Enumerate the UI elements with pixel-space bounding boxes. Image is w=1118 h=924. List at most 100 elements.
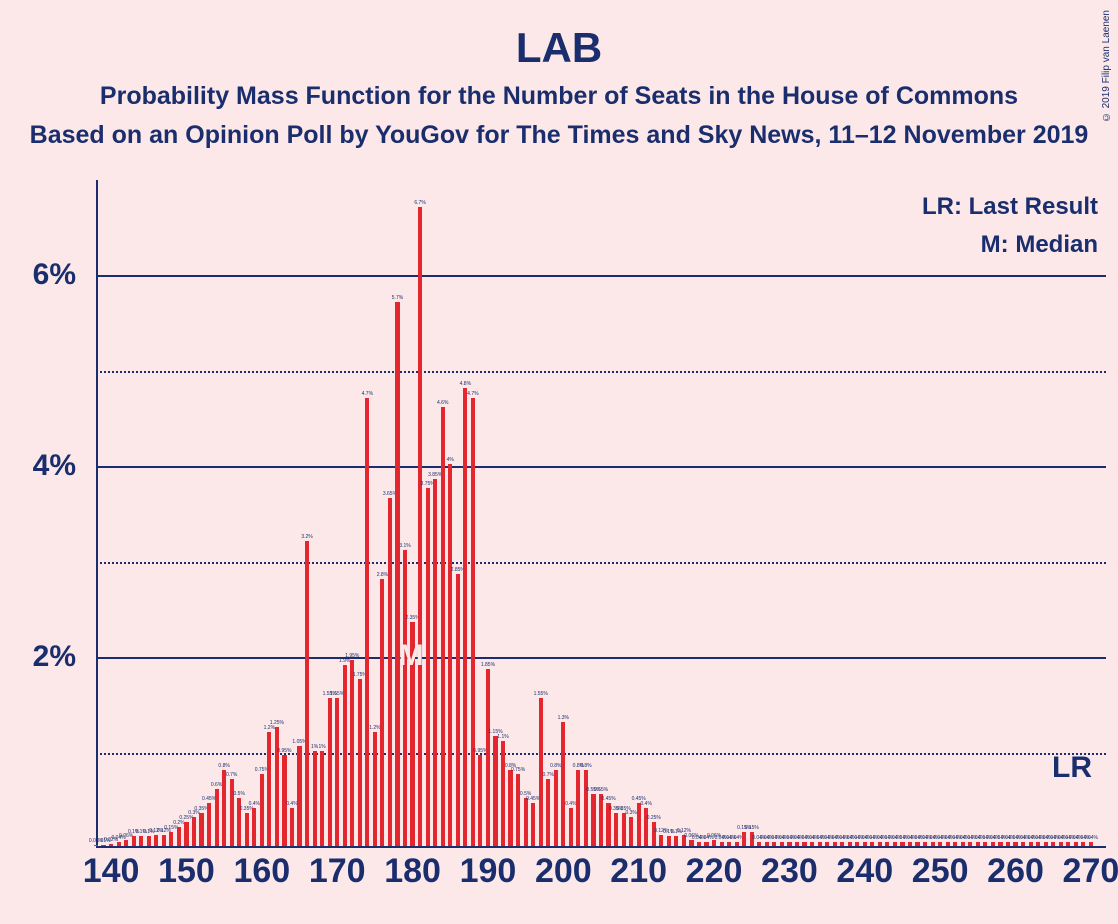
bar xyxy=(825,842,829,846)
bar-value-label: 0.7% xyxy=(543,772,554,778)
bar-value-label: 4.8% xyxy=(460,381,471,387)
bar xyxy=(735,842,739,846)
bar-value-label: 1.95% xyxy=(345,653,359,659)
bar xyxy=(923,842,927,846)
bar xyxy=(343,665,347,846)
bar xyxy=(870,842,874,846)
bar xyxy=(1089,842,1093,846)
bar xyxy=(908,842,912,846)
bar-value-label: 2.8% xyxy=(377,572,388,578)
bar-value-label: 1.1% xyxy=(497,734,508,740)
bar xyxy=(162,835,166,846)
bar xyxy=(727,842,731,846)
x-axis-tick-label: 220 xyxy=(686,852,743,891)
bar xyxy=(109,844,113,846)
bar xyxy=(802,842,806,846)
x-axis-ticks: 1401501601701801902002102202302402502602… xyxy=(96,852,1106,902)
bar xyxy=(810,842,814,846)
bar xyxy=(667,836,671,846)
bar xyxy=(818,842,822,846)
bar xyxy=(961,842,965,846)
grid-major-line xyxy=(96,657,1106,659)
bar xyxy=(900,842,904,846)
bar-value-label: 0.8% xyxy=(550,763,561,769)
bar xyxy=(772,842,776,846)
grid-major-line xyxy=(96,275,1106,277)
bar xyxy=(787,842,791,846)
bar xyxy=(1051,842,1055,846)
bar-value-label: 4.7% xyxy=(467,391,478,397)
x-axis-tick-label: 140 xyxy=(83,852,140,891)
bar xyxy=(456,574,460,846)
bar-value-label: 6.7% xyxy=(414,200,425,206)
bar xyxy=(629,817,633,846)
bar xyxy=(478,755,482,846)
bar xyxy=(720,842,724,846)
bar xyxy=(350,660,354,846)
bar xyxy=(516,774,520,846)
y-axis-label: 4% xyxy=(33,449,76,483)
x-axis-tick-label: 210 xyxy=(610,852,667,891)
bar xyxy=(380,579,384,846)
bar xyxy=(463,388,467,846)
x-axis-tick-label: 230 xyxy=(761,852,818,891)
bar xyxy=(976,842,980,846)
bar xyxy=(1021,842,1025,846)
bar-value-label: 4% xyxy=(447,457,454,463)
bar xyxy=(742,832,746,846)
bar xyxy=(697,842,701,846)
bar xyxy=(1029,842,1033,846)
chart-plot-area: 2%4%6%0.01%0.01%0.02%0.04%0.06%0.1%0.1%0… xyxy=(96,180,1106,848)
bar xyxy=(94,845,98,846)
bar xyxy=(931,842,935,846)
bar xyxy=(320,751,324,846)
bar xyxy=(893,842,897,846)
bar xyxy=(132,836,136,846)
bar xyxy=(418,207,422,846)
bar xyxy=(546,779,550,846)
bar xyxy=(501,741,505,846)
bar-value-label: 1% xyxy=(311,744,318,750)
bar xyxy=(1013,842,1017,846)
bar xyxy=(848,842,852,846)
bar xyxy=(614,813,618,846)
bar-value-label: 1.55% xyxy=(534,691,548,697)
bar-value-label: 1.2% xyxy=(369,725,380,731)
bar xyxy=(998,842,1002,846)
bar xyxy=(373,732,377,847)
bar-value-label: 1.85% xyxy=(481,662,495,668)
bar xyxy=(840,842,844,846)
bar-value-label: 0.95% xyxy=(277,748,291,754)
bar-value-label: 0.5% xyxy=(234,791,245,797)
bar xyxy=(297,746,301,846)
bar xyxy=(124,840,128,846)
bar xyxy=(169,832,173,846)
bar xyxy=(531,803,535,846)
bar xyxy=(260,774,264,846)
bar xyxy=(652,822,656,846)
bar-value-label: 0.55% xyxy=(594,787,608,793)
x-axis-tick-label: 170 xyxy=(309,852,366,891)
bar xyxy=(554,770,558,846)
bar xyxy=(365,398,369,847)
x-axis-tick-label: 240 xyxy=(836,852,893,891)
bar xyxy=(576,770,580,846)
x-axis-tick-label: 150 xyxy=(158,852,215,891)
bar xyxy=(1044,842,1048,846)
bar xyxy=(524,798,528,846)
grid-minor-line xyxy=(96,371,1106,373)
bar-value-label: 0.3% xyxy=(625,810,636,816)
bar-value-label: 0.45% xyxy=(601,796,615,802)
bar xyxy=(192,817,196,846)
bar xyxy=(1074,842,1078,846)
x-axis-tick-label: 200 xyxy=(535,852,592,891)
bar-value-label: 0.75% xyxy=(511,767,525,773)
bar xyxy=(290,808,294,846)
y-axis xyxy=(96,180,98,848)
bar-value-label: 0.6% xyxy=(211,782,222,788)
bar xyxy=(388,498,392,846)
x-axis-tick-label: 270 xyxy=(1063,852,1118,891)
chart-source: Based on an Opinion Poll by YouGov for T… xyxy=(0,111,1118,150)
bar xyxy=(644,808,648,846)
bar xyxy=(207,803,211,846)
